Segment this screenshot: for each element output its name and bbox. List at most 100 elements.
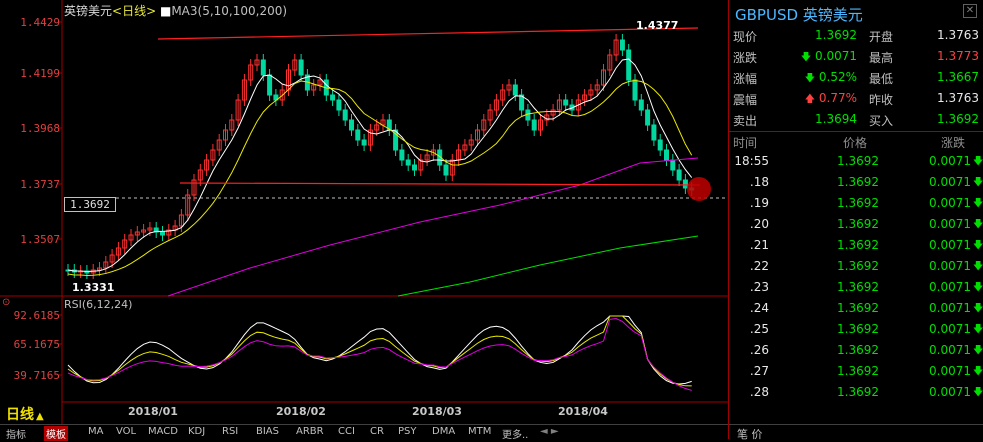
- right-bottom-bar: 笔 价: [729, 424, 983, 441]
- quote-value: 1.3694: [789, 112, 857, 126]
- trade-change: 0.0071: [929, 322, 971, 336]
- quote-value: 1.3763: [937, 28, 979, 42]
- tab-dma[interactable]: DMA: [432, 426, 456, 437]
- trade-row: .19 1.3692 0.0071 🡇: [729, 196, 983, 217]
- trade-time: .22: [749, 259, 769, 273]
- candle-body: [594, 84, 600, 91]
- trade-row: 18:55 1.3692 0.0071 🡇: [729, 154, 983, 175]
- candle-body: [399, 149, 405, 161]
- quote-row: 涨跌 🡇 0.0071 最高 1.3773: [729, 49, 983, 70]
- candle-body: [682, 179, 688, 189]
- candle-body: [122, 239, 128, 249]
- tab-rsi[interactable]: RSI: [222, 426, 239, 437]
- candle-body: [191, 179, 197, 196]
- period-button[interactable]: 日线 ▲: [6, 404, 44, 424]
- arrow-down-icon: 🡇: [973, 345, 983, 356]
- candle-body: [298, 59, 304, 76]
- rsi-axis-label: 39.7165: [13, 369, 60, 382]
- tab-ma[interactable]: MA: [88, 426, 104, 437]
- quote-row: 卖出 1.3694 买入 1.3692: [729, 112, 983, 133]
- ma-label: MA3(5,10,100,200): [171, 4, 288, 18]
- candle-body: [664, 149, 669, 161]
- tab-macd[interactable]: MACD: [148, 426, 178, 437]
- tab-psy[interactable]: PSY: [398, 426, 417, 437]
- trade-change: 0.0071: [929, 175, 971, 189]
- candle-body: [601, 69, 606, 86]
- candle-body: [613, 39, 619, 56]
- candle-body: [153, 227, 159, 233]
- rsi6-line: [67, 315, 692, 385]
- ma200-line: [397, 235, 699, 297]
- ma10-line: [67, 79, 693, 277]
- trade-change: 0.0071: [929, 259, 971, 273]
- trade-row: .28 1.3692 0.0071 🡇: [729, 385, 983, 406]
- candle-body: [519, 94, 525, 111]
- tab-arbr[interactable]: ARBR: [296, 426, 324, 437]
- tab-mtm[interactable]: MTM: [468, 426, 492, 437]
- quote-value: 🡅 0.77%: [789, 91, 857, 109]
- trade-time: .19: [749, 196, 769, 210]
- tab-vol[interactable]: VOL: [116, 426, 137, 437]
- tab-cci[interactable]: CCI: [338, 426, 355, 437]
- candle-body: [349, 119, 354, 131]
- trade-change: 0.0071: [929, 280, 971, 294]
- candle-body: [235, 99, 241, 121]
- candle-body: [575, 99, 581, 111]
- quote-value: 🡇 0.52%: [789, 70, 857, 88]
- trade-price: 1.3692: [837, 238, 879, 252]
- arrow-down-icon: 🡇: [973, 198, 983, 209]
- candle-body: [210, 149, 216, 161]
- quote-row: 现价 1.3692 开盘 1.3763: [729, 28, 983, 49]
- rsi12-line: [67, 315, 692, 387]
- trade-change: 0.0071: [929, 343, 971, 357]
- rsi24-line: [67, 317, 692, 391]
- candle-body: [260, 59, 266, 76]
- price-axis-label: 1.4199: [20, 67, 60, 80]
- candle-body: [500, 89, 506, 101]
- rsi-axis-label: 65.1675: [13, 338, 60, 351]
- candle-body: [588, 89, 594, 96]
- quote-label: 现价: [733, 30, 758, 44]
- quote-value: 1.3692: [937, 112, 979, 126]
- candle-body: [109, 254, 115, 263]
- trade-change: 0.0071: [929, 385, 971, 399]
- candle-body: [292, 59, 298, 71]
- close-icon[interactable]: ✕: [963, 4, 977, 18]
- tab-templates[interactable]: 模板: [44, 426, 68, 441]
- arrow-down-icon: 🡇: [973, 387, 983, 398]
- trade-change: 0.0071: [929, 238, 971, 252]
- tab-bias[interactable]: BIAS: [256, 426, 279, 437]
- trade-row: .22 1.3692 0.0071 🡇: [729, 259, 983, 280]
- arrow-down-icon: 🡇: [800, 52, 812, 63]
- chart-area[interactable]: 英镑美元<日线> ■MA3(5,10,100,200) 1.4429 1.419…: [0, 0, 728, 439]
- candlestick-chart[interactable]: [0, 0, 728, 424]
- trades-header-change: 涨跌: [941, 136, 966, 150]
- trade-price: 1.3692: [837, 175, 879, 189]
- scroll-arrows-icon[interactable]: ◄ ►: [540, 426, 559, 437]
- tab-indicators[interactable]: 指标: [6, 430, 26, 441]
- candle-body: [676, 169, 682, 181]
- candle-body: [437, 149, 443, 166]
- candle-body: [449, 159, 455, 176]
- rsi-axis-label: 92.6185: [13, 309, 60, 322]
- candle-body: [361, 139, 367, 146]
- trade-time: .26: [749, 343, 769, 357]
- indicator-toggle-icon[interactable]: ⊙: [2, 297, 11, 308]
- quote-label: 最高: [869, 51, 894, 65]
- quote-label: 涨幅: [733, 72, 758, 86]
- quote-label: 开盘: [869, 30, 894, 44]
- arrow-down-icon: 🡇: [973, 177, 983, 188]
- tab-kdj[interactable]: KDJ: [188, 426, 206, 437]
- candle-body: [185, 194, 191, 216]
- candle-body: [311, 84, 317, 91]
- candle-body: [254, 59, 260, 66]
- candle-body: [355, 129, 361, 141]
- candle-body: [556, 99, 562, 111]
- ticks-prices-tabs[interactable]: 笔 价: [737, 428, 763, 441]
- arrow-down-icon: 🡇: [973, 303, 983, 314]
- trade-change: 0.0071: [929, 301, 971, 315]
- tab-cr[interactable]: CR: [370, 426, 384, 437]
- trade-row: .27 1.3692 0.0071 🡇: [729, 364, 983, 385]
- quote-label: 买入: [869, 114, 894, 128]
- tab-more[interactable]: 更多..: [502, 430, 529, 441]
